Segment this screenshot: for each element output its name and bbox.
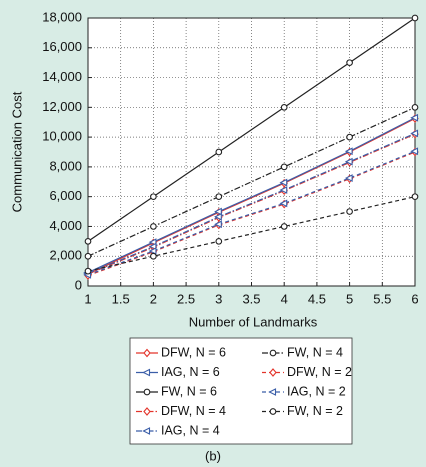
data-point bbox=[215, 237, 223, 245]
data-point bbox=[214, 207, 222, 216]
series-line bbox=[87, 17, 416, 242]
legend-marker bbox=[143, 388, 151, 396]
legend-label: FW, N = 2 bbox=[287, 404, 343, 418]
plot-area bbox=[88, 18, 415, 286]
data-point bbox=[280, 163, 288, 171]
legend-label: DFW, N = 6 bbox=[161, 345, 226, 359]
data-point bbox=[215, 148, 223, 156]
legend-label: IAG, N = 6 bbox=[161, 365, 220, 379]
y-tick-label: 0 bbox=[75, 277, 82, 292]
legend-marker bbox=[269, 408, 277, 415]
y-tick-label: 8,000 bbox=[49, 158, 82, 173]
data-point bbox=[84, 237, 92, 245]
x-tick-label: 2 bbox=[150, 291, 157, 306]
x-tick-label: 3.5 bbox=[242, 291, 260, 306]
data-point bbox=[344, 147, 353, 156]
series-line bbox=[87, 117, 416, 275]
legend-label: FW, N = 6 bbox=[161, 384, 217, 398]
data-point bbox=[344, 174, 353, 182]
data-point bbox=[279, 178, 288, 187]
series-line bbox=[87, 106, 416, 257]
caption: (b) bbox=[205, 448, 221, 463]
data-point bbox=[410, 113, 419, 122]
x-tick-label: 4.5 bbox=[308, 291, 326, 306]
data-point bbox=[346, 208, 353, 215]
legend-label: IAG, N = 4 bbox=[161, 423, 220, 437]
legend-marker bbox=[143, 348, 151, 358]
legend-marker bbox=[269, 349, 277, 357]
series-line bbox=[87, 133, 416, 275]
legend-marker bbox=[269, 368, 277, 377]
legend-label: FW, N = 4 bbox=[287, 345, 343, 359]
data-point bbox=[150, 252, 157, 260]
data-point bbox=[148, 247, 157, 255]
series-line bbox=[87, 132, 416, 274]
x-tick-label: 6 bbox=[411, 291, 418, 306]
data-point bbox=[346, 133, 353, 141]
data-point bbox=[410, 129, 419, 138]
x-axis-label: Number of Landmarks bbox=[189, 314, 318, 329]
x-tick-label: 2.5 bbox=[177, 291, 195, 306]
data-point bbox=[84, 252, 92, 260]
data-point bbox=[279, 186, 288, 194]
x-tick-label: 5.5 bbox=[373, 291, 391, 306]
legend-label: IAG, N = 2 bbox=[287, 384, 346, 398]
data-point bbox=[280, 103, 288, 111]
data-point bbox=[214, 212, 222, 221]
y-axis-label: Communication Cost bbox=[9, 91, 24, 212]
data-point bbox=[411, 14, 419, 22]
data-point bbox=[411, 103, 419, 111]
x-tick-label: 3 bbox=[215, 291, 222, 306]
x-tick-label: 1 bbox=[84, 291, 91, 306]
data-point bbox=[410, 147, 419, 156]
legend-marker bbox=[143, 407, 151, 416]
data-point bbox=[344, 157, 353, 166]
legend-box bbox=[129, 337, 353, 445]
data-point bbox=[84, 267, 92, 275]
legend-marker bbox=[142, 427, 151, 435]
data-point bbox=[280, 223, 288, 230]
y-tick-label: 4,000 bbox=[49, 218, 82, 233]
legend-marker bbox=[268, 388, 277, 396]
data-point bbox=[279, 199, 288, 208]
x-tick-label: 1.5 bbox=[112, 291, 130, 306]
y-tick-label: 2,000 bbox=[49, 248, 82, 263]
y-tick-label: 14,000 bbox=[42, 69, 82, 84]
data-point bbox=[411, 193, 419, 201]
legend-label: DFW, N = 4 bbox=[161, 404, 226, 418]
y-tick-label: 10,000 bbox=[42, 129, 82, 144]
data-point bbox=[214, 220, 222, 229]
x-tick-label: 5 bbox=[346, 291, 353, 306]
series-line bbox=[87, 117, 416, 274]
y-tick-label: 16,000 bbox=[42, 39, 82, 54]
data-point bbox=[346, 59, 353, 67]
data-point bbox=[215, 193, 223, 201]
series-line bbox=[87, 150, 416, 276]
y-tick-label: 12,000 bbox=[42, 99, 82, 114]
series-line bbox=[87, 151, 416, 277]
y-tick-label: 18,000 bbox=[42, 9, 82, 24]
legend-marker bbox=[142, 368, 151, 377]
x-tick-label: 4 bbox=[281, 291, 288, 306]
legend-label: DFW, N = 2 bbox=[287, 365, 352, 379]
y-tick-label: 6,000 bbox=[49, 188, 82, 203]
data-point bbox=[150, 223, 157, 230]
data-point bbox=[150, 193, 157, 201]
